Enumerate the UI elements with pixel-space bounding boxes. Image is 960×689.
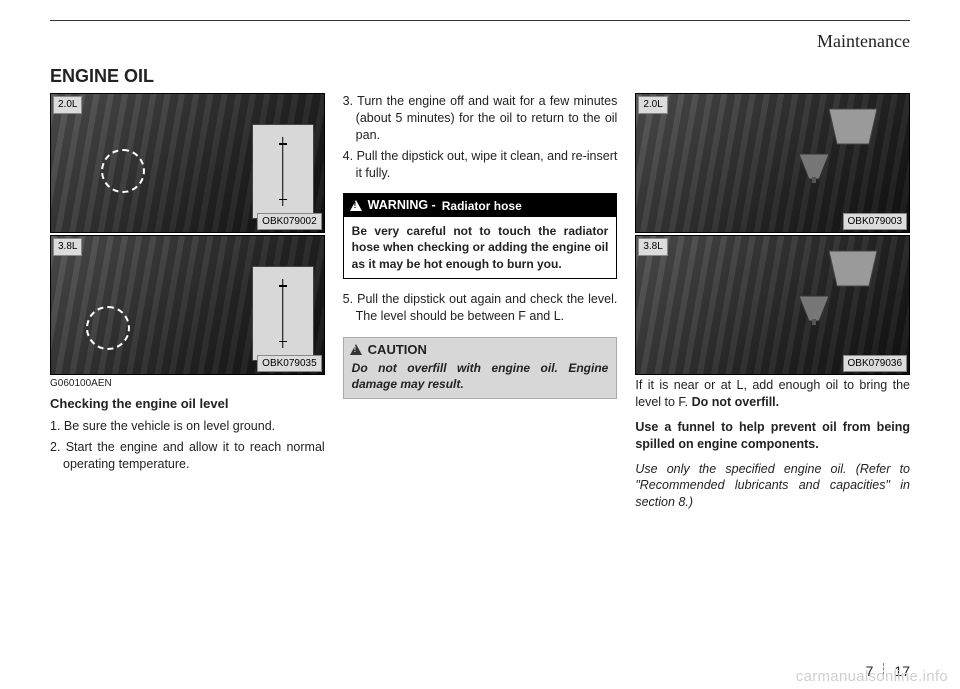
engine-image-38l-fill: 3.8L OBK079036 [635,235,910,375]
warning-title: WARNING - Radiator hose [344,194,617,217]
column-left: 2.0L OBK079002 3.8L OBK079035 [50,93,325,519]
image-code-label: OBK079035 [257,355,322,373]
engine-image-20l-fill: 2.0L OBK079003 [635,93,910,233]
caution-triangle-icon [350,344,362,355]
caution-title: CAUTION [344,338,617,359]
dipstick-inset-icon [252,124,314,219]
dipstick-highlight-icon [86,306,130,350]
warning-body: Be very careful not to touch the radiato… [344,217,617,278]
dipstick-highlight-icon [101,149,145,193]
reference-code: G060100AEN [50,377,325,391]
image-variant-label: 3.8L [638,238,667,256]
page-header: Maintenance [50,23,910,56]
column-middle: 3. Turn the engine off and wait for a fe… [343,93,618,519]
image-code-label: OBK079003 [843,213,908,231]
paragraph-italic: Use only the specified engine oil. (Refe… [635,461,910,512]
warning-box: WARNING - Radiator hose Be very careful … [343,193,618,278]
warning-label: WARNING - [368,197,436,214]
image-variant-label: 2.0L [638,96,667,114]
warning-triangle-icon [350,200,362,211]
caution-label: CAUTION [368,341,427,359]
image-variant-label: 3.8L [53,238,82,256]
oil-bottle-funnel-icon [769,104,879,184]
paragraph: If it is near or at L, add enough oil to… [635,377,910,411]
image-variant-label: 2.0L [53,96,82,114]
step-text: 1. Be sure the vehicle is on level groun… [50,418,325,435]
image-code-label: OBK079036 [843,355,908,373]
column-right: 2.0L OBK079003 3.8L OBK079036 [635,93,910,519]
step-text: 2. Start the engine and allow it to reac… [50,439,325,473]
engine-image-38l-dipstick: 3.8L OBK079035 [50,235,325,375]
section-title: ENGINE OIL [50,66,910,87]
subheading: Checking the engine oil level [50,395,325,413]
paragraph-bold: Do not overfill. [692,395,780,409]
oil-bottle-funnel-icon [769,246,879,326]
warning-sub: Radiator hose [442,198,522,214]
image-code-label: OBK079002 [257,213,322,231]
watermark: carmanualsonline.info [796,668,948,685]
engine-image-20l-dipstick: 2.0L OBK079002 [50,93,325,233]
step-text: 5. Pull the dipstick out again and check… [343,291,618,325]
caution-body: Do not overfill with engine oil. Engine … [344,358,617,398]
paragraph-bold: Use a funnel to help prevent oil from be… [635,419,910,453]
dipstick-inset-icon [252,266,314,361]
step-text: 4. Pull the dipstick out, wipe it clean,… [343,148,618,182]
step-text: 3. Turn the engine off and wait for a fe… [343,93,618,144]
caution-box: CAUTION Do not overfill with engine oil.… [343,337,618,400]
